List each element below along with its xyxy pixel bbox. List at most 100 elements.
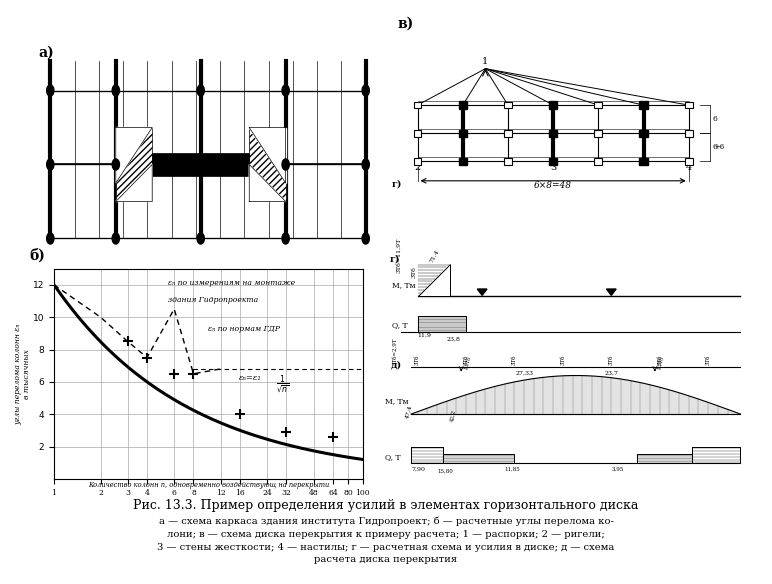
Bar: [549, 158, 557, 165]
Bar: [152, 154, 249, 176]
Bar: [414, 102, 422, 109]
Text: 27,33: 27,33: [515, 370, 533, 376]
Polygon shape: [116, 165, 152, 201]
Text: Количество колонн n, одновременно воздействующ на перекрыти: Количество колонн n, одновременно воздей…: [88, 481, 329, 489]
Text: εₙ по измерениям на монтаже: εₙ по измерениям на монтаже: [168, 279, 296, 287]
Circle shape: [282, 159, 290, 170]
Text: 6: 6: [713, 115, 718, 123]
Polygon shape: [477, 289, 487, 296]
Text: в): в): [398, 17, 414, 31]
Circle shape: [46, 159, 54, 170]
Text: M, Tм: M, Tм: [385, 397, 409, 405]
Bar: [639, 102, 648, 109]
Circle shape: [282, 85, 290, 96]
Circle shape: [362, 159, 369, 170]
Text: M, Tм: M, Tм: [391, 281, 415, 289]
Bar: [414, 130, 422, 137]
Text: 3Tб: 3Tб: [415, 354, 420, 365]
Text: расчета диска перекрытия: расчета диска перекрытия: [314, 555, 458, 564]
Text: 11,9: 11,9: [418, 333, 432, 338]
Text: 3Tб=11,9T: 3Tб=11,9T: [396, 238, 401, 273]
Polygon shape: [116, 127, 152, 183]
Text: 6×8=48: 6×8=48: [534, 181, 572, 190]
Text: 11,85: 11,85: [505, 467, 520, 472]
Bar: [459, 130, 467, 137]
Text: εₙ=ε₁: εₙ=ε₁: [239, 374, 262, 382]
Text: 1,5Tб: 1,5Tб: [462, 355, 471, 370]
Text: 47,4: 47,4: [405, 404, 413, 419]
Text: 3Tб: 3Tб: [706, 354, 711, 365]
Bar: [594, 130, 602, 137]
Text: а — схема каркаса здания института Гидропроект; б — расчетные углы перелома ко-: а — схема каркаса здания института Гидро…: [158, 517, 614, 526]
Text: 3Tб: 3Tб: [657, 354, 662, 365]
Circle shape: [46, 233, 54, 244]
Text: лони; в — схема диска перекрытия к примеру расчета; 1 — распорки; 2 — ригели;: лони; в — схема диска перекрытия к приме…: [167, 530, 605, 538]
Text: Q, T: Q, T: [385, 453, 401, 461]
Circle shape: [197, 233, 205, 244]
Polygon shape: [249, 165, 286, 201]
Text: здания Гидропроекта: здания Гидропроекта: [168, 296, 259, 304]
Bar: [639, 130, 648, 137]
Circle shape: [46, 85, 54, 96]
Text: 23,7: 23,7: [604, 370, 618, 376]
Text: 3Tб: 3Tб: [609, 354, 614, 365]
Bar: [459, 158, 467, 165]
Text: 1,5Tб: 1,5Tб: [656, 355, 665, 370]
Text: 3 — стены жесткости; 4 — настилы; г — расчетная схема и усилия в диске; д — схем: 3 — стены жесткости; 4 — настилы; г — ра…: [157, 543, 615, 551]
Circle shape: [112, 159, 120, 170]
Bar: [685, 102, 692, 109]
Text: 4: 4: [686, 162, 692, 172]
Polygon shape: [607, 289, 616, 296]
Text: 1: 1: [482, 57, 489, 67]
Circle shape: [197, 159, 205, 170]
Text: 15,80: 15,80: [437, 469, 452, 474]
Bar: [549, 102, 557, 109]
Text: 3Tб: 3Tб: [560, 354, 565, 365]
Text: 23,8: 23,8: [447, 336, 461, 342]
Text: 3: 3: [550, 162, 557, 172]
Text: 3Tб: 3Tб: [411, 266, 417, 278]
Circle shape: [362, 233, 369, 244]
Circle shape: [362, 85, 369, 96]
Polygon shape: [249, 127, 286, 183]
Text: 71,4: 71,4: [429, 248, 440, 263]
Text: 3Tб=2,9T: 3Tб=2,9T: [392, 338, 398, 365]
Bar: [594, 102, 602, 109]
Bar: [116, 127, 152, 201]
Bar: [249, 127, 286, 201]
Bar: [549, 130, 557, 137]
Y-axis label: углы перелома колонн εₙ
в тысячных: углы перелома колонн εₙ в тысячных: [14, 323, 32, 425]
Bar: [685, 158, 692, 165]
Bar: [504, 102, 512, 109]
Text: Рис. 13.3. Пример определения усилий в элементах горизонтального диска: Рис. 13.3. Пример определения усилий в э…: [134, 499, 638, 512]
Text: г): г): [391, 179, 402, 189]
Bar: [414, 158, 422, 165]
Text: а): а): [38, 46, 54, 60]
Text: Q, T: Q, T: [391, 321, 408, 329]
Text: εₙ по нормам ГДР: εₙ по нормам ГДР: [208, 325, 280, 333]
Text: 7,90: 7,90: [411, 467, 425, 472]
Circle shape: [197, 85, 205, 96]
Polygon shape: [692, 447, 740, 463]
Text: б): б): [29, 248, 46, 262]
Text: $\frac{1}{\sqrt{n}}$: $\frac{1}{\sqrt{n}}$: [276, 374, 290, 396]
Circle shape: [282, 233, 290, 244]
Bar: [504, 130, 512, 137]
Polygon shape: [411, 447, 443, 463]
Bar: [504, 158, 512, 165]
Text: 6: 6: [713, 143, 718, 151]
Circle shape: [112, 233, 120, 244]
Text: 3Tб: 3Tб: [463, 354, 469, 365]
Polygon shape: [418, 264, 450, 296]
Text: +6: +6: [715, 143, 725, 151]
Text: 42,2: 42,2: [450, 409, 457, 423]
Polygon shape: [637, 454, 692, 463]
Text: 3Tб: 3Tб: [512, 354, 517, 365]
Text: д): д): [390, 360, 401, 370]
Text: 2: 2: [415, 162, 421, 172]
Circle shape: [112, 85, 120, 96]
Text: г): г): [390, 255, 401, 264]
Polygon shape: [443, 454, 514, 463]
Bar: [459, 102, 467, 109]
Text: 3,95: 3,95: [611, 467, 624, 472]
